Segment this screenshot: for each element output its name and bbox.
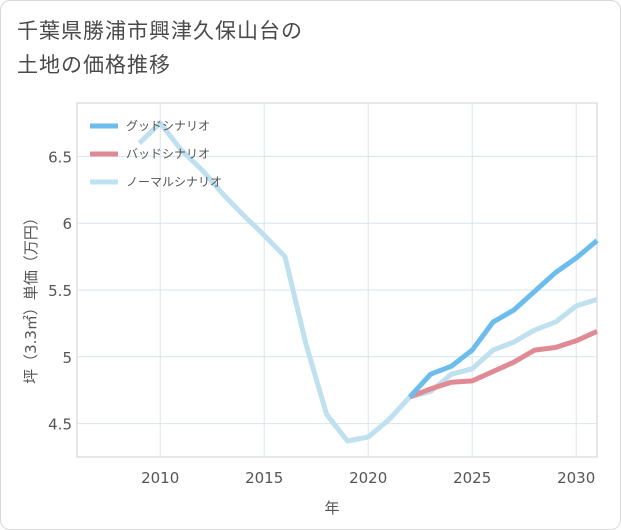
series-line-good: [407, 238, 599, 399]
y-tick-label: 6: [62, 215, 72, 233]
y-tick-label: 4.5: [48, 416, 72, 434]
x-axis-ticks: 2010 2015 2020 2025 2030: [141, 469, 595, 487]
y-axis-ticks: 4.5 5 5.5 6 6.5: [48, 148, 72, 433]
x-axis-label: 年: [324, 499, 339, 517]
x-tick-label: 2025: [453, 469, 491, 487]
legend-label-bad: バッドシナリオ: [126, 147, 210, 161]
grid-vertical: [159, 103, 577, 457]
x-tick-label: 2015: [245, 469, 283, 487]
y-tick-label: 5.5: [48, 282, 72, 300]
series-layer: [137, 120, 599, 444]
chart-title-line-2: 土地の価格推移: [17, 53, 171, 77]
x-tick-label: 2020: [349, 469, 387, 487]
legend-label-good: グッドシナリオ: [126, 119, 210, 133]
chart-title: 千葉県勝浦市興津久保山台の 土地の価格推移: [17, 14, 437, 82]
y-tick-label: 5: [62, 349, 72, 367]
x-tick-label: 2030: [557, 469, 595, 487]
y-axis-label: 坪（3.3㎡）単価（万円）: [22, 210, 40, 384]
plot-area: [76, 102, 598, 458]
series-line-bad: [408, 329, 599, 400]
chart-title-line-1: 千葉県勝浦市興津久保山台の: [17, 19, 303, 43]
series-line-normal: [137, 120, 598, 444]
x-tick-label: 2010: [141, 469, 179, 487]
legend-label-normal: ノーマルシナリオ: [126, 175, 222, 189]
y-tick-label: 6.5: [48, 148, 72, 166]
